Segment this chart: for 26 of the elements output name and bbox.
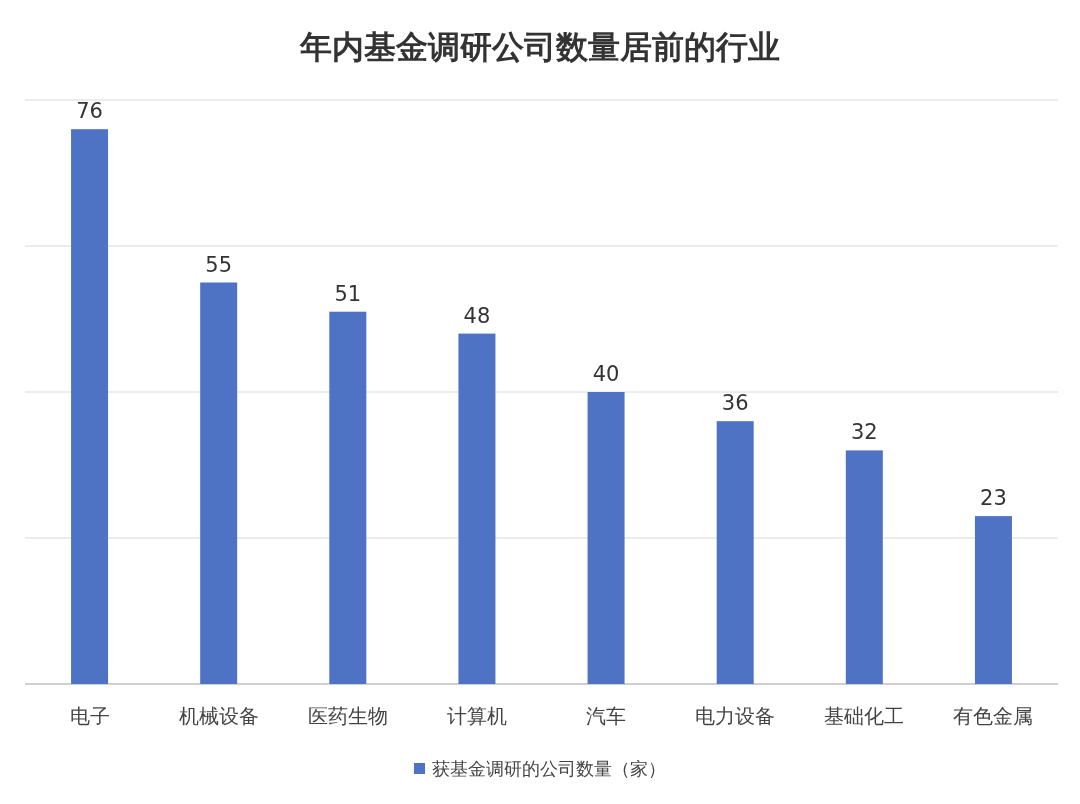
chart-title: 年内基金调研公司数量居前的行业: [299, 28, 780, 66]
data-label: 40: [592, 362, 620, 386]
bar: [71, 129, 109, 684]
x-tick-label: 机械设备: [178, 704, 259, 728]
data-label: 48: [463, 303, 491, 328]
x-tick-label: 基础化工: [824, 704, 905, 728]
bar: [200, 282, 238, 684]
x-tick-label: 汽车: [586, 704, 627, 728]
legend-label: 获基金调研的公司数量（家）: [432, 758, 666, 779]
x-tick-label: 电力设备: [695, 704, 776, 728]
x-tick-label: 有色金属: [953, 704, 1034, 728]
bar: [329, 311, 367, 684]
x-tick-label: 医药生物: [307, 704, 388, 728]
data-label: 51: [334, 281, 362, 306]
data-label: 76: [76, 99, 103, 124]
data-label: 32: [850, 420, 878, 445]
x-tick-label: 电子: [69, 704, 110, 728]
data-label: 23: [980, 486, 1007, 511]
data-label: 36: [721, 391, 749, 416]
bar: [974, 516, 1012, 684]
x-tick-label: 计算机: [446, 704, 507, 728]
bar: [587, 392, 625, 684]
bar: [845, 450, 883, 684]
bar: [716, 421, 754, 684]
bar: [458, 333, 496, 684]
data-label: 55: [205, 252, 233, 277]
